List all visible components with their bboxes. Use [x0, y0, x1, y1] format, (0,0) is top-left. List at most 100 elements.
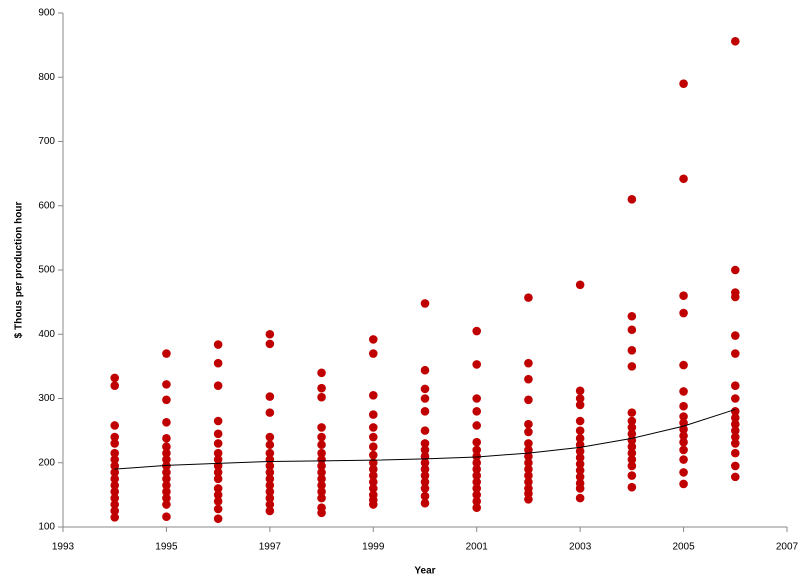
data-point	[679, 79, 688, 88]
y-tick-label: 900	[38, 8, 55, 19]
data-point	[110, 468, 120, 477]
data-point	[265, 448, 275, 458]
data-point	[368, 390, 378, 400]
data-point	[420, 484, 430, 493]
data-point	[730, 407, 740, 416]
data-point	[317, 383, 326, 393]
data-point	[420, 477, 430, 487]
data-point	[162, 487, 171, 496]
data-point	[265, 440, 275, 450]
data-point	[110, 373, 120, 383]
data-point	[265, 339, 275, 349]
y-tick-label: 800	[38, 72, 55, 83]
data-point	[162, 512, 171, 522]
data-point	[524, 445, 533, 455]
x-tick-label: 2003	[569, 542, 592, 553]
data-point	[213, 468, 223, 477]
data-point	[368, 410, 378, 419]
data-point	[524, 452, 533, 461]
data-point	[627, 325, 637, 335]
data-point	[110, 493, 120, 503]
data-point	[627, 461, 637, 471]
data-point	[368, 432, 378, 442]
data-point	[317, 474, 326, 484]
data-point	[472, 360, 482, 369]
data-point	[730, 448, 740, 458]
data-point	[317, 448, 326, 458]
data-point	[213, 455, 223, 464]
y-tick-label: 700	[38, 136, 55, 147]
data-point	[420, 365, 430, 375]
data-point	[524, 427, 533, 437]
data-point	[524, 464, 533, 474]
x-tick-label: 1999	[362, 542, 385, 553]
data-point	[213, 416, 223, 426]
data-point	[265, 480, 275, 490]
data-point	[472, 452, 482, 461]
data-point	[524, 374, 533, 384]
data-point	[265, 506, 275, 516]
data-point	[730, 413, 740, 423]
data-point	[627, 311, 637, 321]
data-point	[317, 508, 326, 518]
data-point	[730, 331, 740, 340]
data-point	[213, 429, 223, 439]
data-point	[265, 468, 275, 477]
data-point	[730, 265, 740, 275]
data-point	[627, 408, 637, 417]
data-point	[730, 394, 740, 403]
data-point	[317, 440, 326, 450]
data-point	[472, 477, 482, 487]
x-tick-label: 2001	[466, 542, 489, 553]
data-point	[265, 493, 275, 503]
y-tick-label: 300	[38, 393, 55, 404]
data-point	[317, 493, 326, 503]
data-point	[627, 442, 637, 451]
data-point	[265, 474, 275, 484]
data-point	[627, 429, 637, 439]
data-point	[420, 384, 430, 394]
data-point	[627, 455, 637, 464]
data-point	[627, 346, 637, 355]
data-point	[213, 340, 223, 349]
data-point	[420, 407, 430, 416]
data-point	[265, 461, 275, 471]
data-point	[575, 484, 585, 493]
data-point	[368, 464, 378, 474]
data-point	[730, 36, 740, 46]
data-point	[472, 407, 482, 416]
data-point	[368, 349, 378, 358]
data-point	[420, 464, 430, 474]
data-point	[265, 487, 275, 496]
data-point	[730, 292, 740, 302]
data-point	[472, 437, 482, 447]
y-tick-label: 600	[38, 200, 55, 211]
data-point	[368, 335, 378, 344]
data-point	[317, 432, 326, 442]
data-point	[524, 439, 533, 448]
data-point	[420, 491, 430, 501]
data-point	[110, 461, 120, 471]
data-point	[162, 493, 171, 503]
data-point	[265, 329, 275, 339]
data-point	[472, 421, 482, 430]
data-point	[420, 439, 430, 448]
data-point	[213, 448, 223, 458]
data-point	[524, 293, 533, 302]
data-point	[420, 498, 430, 508]
data-point	[575, 416, 585, 426]
data-point	[265, 432, 275, 442]
data-point	[317, 487, 326, 496]
data-point	[575, 434, 585, 443]
data-point	[679, 412, 688, 421]
data-point	[627, 423, 637, 432]
data-point	[679, 291, 688, 301]
data-point	[110, 487, 120, 496]
y-axis-title: $ Thous per production hour	[14, 202, 25, 339]
data-point	[162, 349, 171, 358]
data-point	[420, 299, 430, 308]
data-point	[730, 432, 740, 442]
data-point	[368, 442, 378, 451]
data-point	[575, 459, 585, 469]
data-point	[110, 421, 120, 430]
